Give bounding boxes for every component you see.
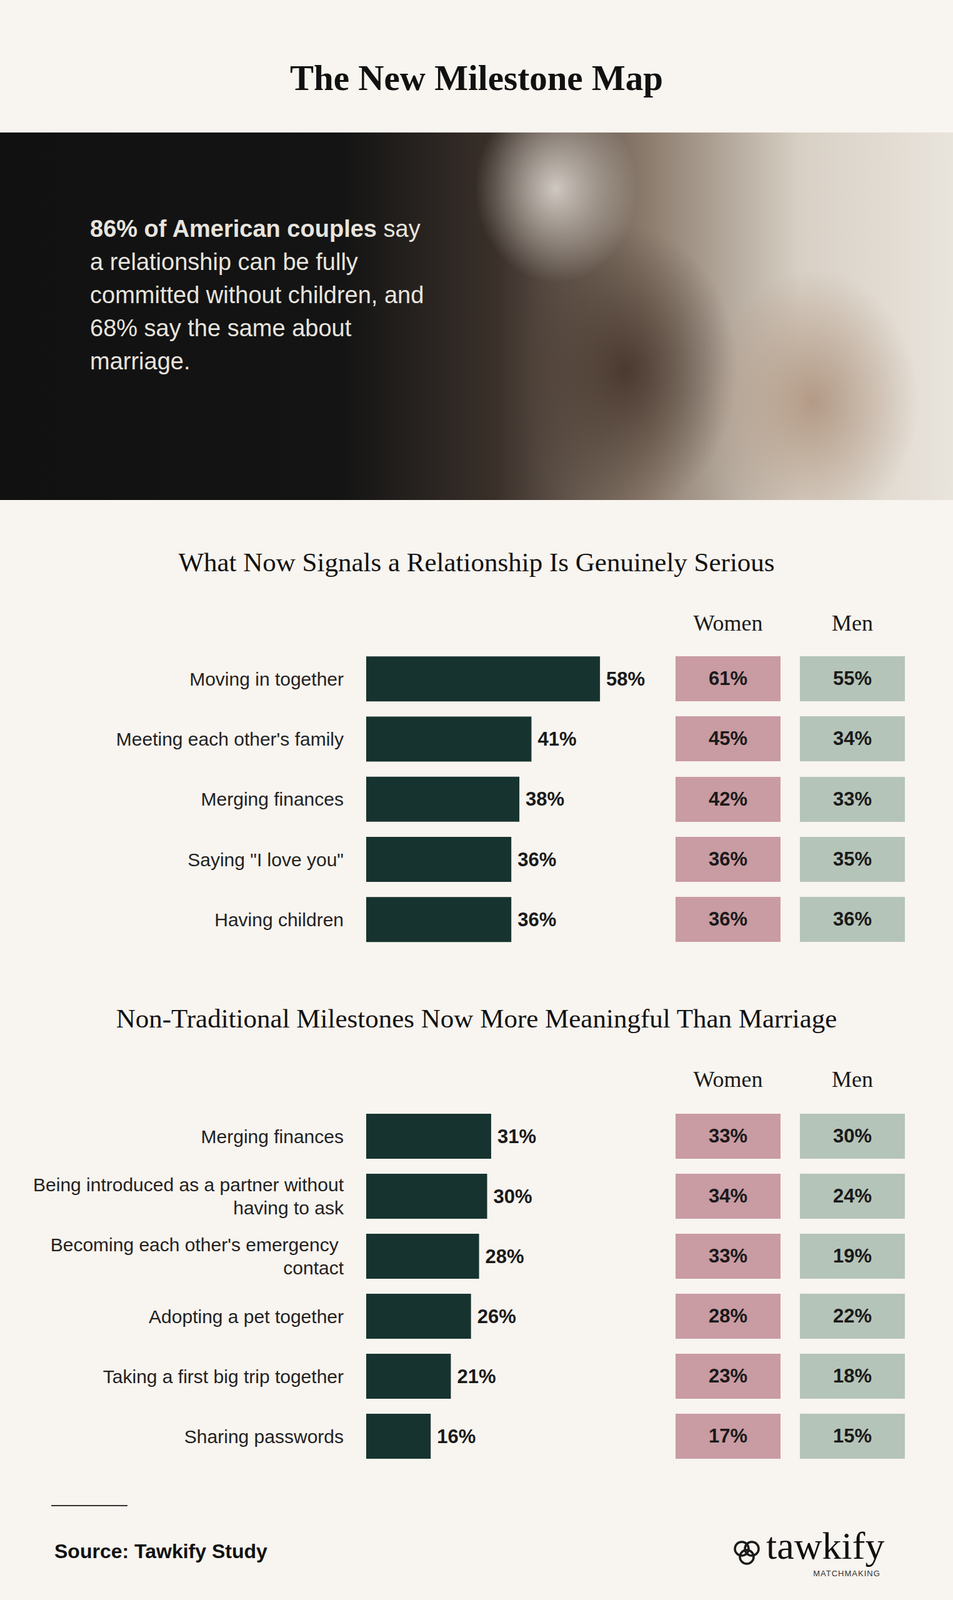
- html-text:Women: Women: [693, 1066, 763, 1092]
- html-text:Non-Traditional Milestones Now: Non-Traditional Milestones Now More Mean…: [116, 1003, 837, 1033]
- html-text:33%: 33%: [708, 1124, 748, 1147]
- html-text:Men: Men: [831, 1066, 874, 1092]
- svg-text:Being introduced as a partner: Being introduced as a partner without: [33, 1174, 345, 1195]
- html-text:61%: 61%: [708, 667, 748, 690]
- svg-text:Moving in together: Moving in together: [189, 668, 344, 690]
- svg-text:21%: 21%: [456, 1365, 496, 1388]
- html-text:30%: 30%: [833, 1124, 872, 1147]
- svg-text:30%: 30%: [493, 1185, 533, 1208]
- html-text:15%: 15%: [833, 1424, 872, 1447]
- svg-text:having to ask: having to ask: [228, 1197, 345, 1218]
- svg-text:28%: 28%: [485, 1245, 525, 1268]
- html-text:19%: 19%: [833, 1244, 872, 1267]
- html-text:Source: Tawkify Study: Source: Tawkify Study: [54, 1539, 268, 1563]
- html-text:86% of American couples say a: 86% of American couples say a relationsh…: [89, 215, 424, 375]
- html-text:45%: 45%: [708, 727, 748, 750]
- html-text:tawkify: tawkify: [766, 1524, 885, 1567]
- html-text:23%: 23%: [708, 1364, 748, 1387]
- html-text:34%: 34%: [708, 1184, 748, 1207]
- html-text:35%: 35%: [833, 848, 872, 870]
- html-text:36%: 36%: [833, 908, 872, 931]
- svg-text:Adopting a pet together: Adopting a pet together: [148, 1306, 344, 1327]
- svg-text:38%: 38%: [525, 788, 565, 810]
- svg-text:Saying "I love you": Saying "I love you": [187, 849, 344, 870]
- html-text:24%: 24%: [833, 1184, 872, 1207]
- html-text:28%: 28%: [708, 1304, 748, 1327]
- html-text:42%: 42%: [708, 787, 748, 810]
- svg-text:36%: 36%: [517, 908, 557, 931]
- svg-text:26%: 26%: [477, 1305, 517, 1328]
- html-text:33%: 33%: [833, 787, 872, 810]
- html-text:36%: 36%: [708, 908, 748, 931]
- svg-text:41%: 41%: [537, 728, 577, 750]
- svg-text:contact: contact: [283, 1257, 344, 1278]
- html-text:What Now Signals a Relationshi: What Now Signals a Relationship Is Genui…: [178, 547, 775, 577]
- html-text:The New Milestone Map: The New Milestone Map: [290, 58, 663, 98]
- html-text:36%: 36%: [708, 848, 748, 870]
- html-text:17%: 17%: [708, 1424, 748, 1447]
- html-text:Women: Women: [693, 610, 763, 636]
- svg-text:Sharing passwords: Sharing passwords: [184, 1426, 344, 1447]
- html-text:34%: 34%: [833, 727, 872, 750]
- svg-text:36%: 36%: [517, 848, 557, 871]
- svg-text:Merging finances: Merging finances: [201, 788, 344, 810]
- svg-text:Merging finances: Merging finances: [201, 1126, 344, 1147]
- svg-text:Becoming each other's emergenc: Becoming each other's emergency: [50, 1234, 344, 1255]
- svg-text:16%: 16%: [436, 1425, 476, 1448]
- html-text:18%: 18%: [833, 1364, 872, 1387]
- svg-text:Taking a first big trip togeth: Taking a first big trip together: [103, 1366, 344, 1387]
- svg-text:31%: 31%: [497, 1125, 537, 1148]
- html-text:55%: 55%: [833, 667, 872, 690]
- html-text:MATCHMAKING: MATCHMAKING: [813, 1568, 881, 1578]
- html-text:22%: 22%: [833, 1304, 872, 1327]
- html-text:Men: Men: [831, 610, 874, 636]
- html-text:33%: 33%: [708, 1244, 748, 1267]
- svg-text:Having children: Having children: [214, 909, 344, 930]
- svg-text:58%: 58%: [606, 668, 645, 690]
- svg-text:Meeting each other's family: Meeting each other's family: [116, 728, 344, 750]
